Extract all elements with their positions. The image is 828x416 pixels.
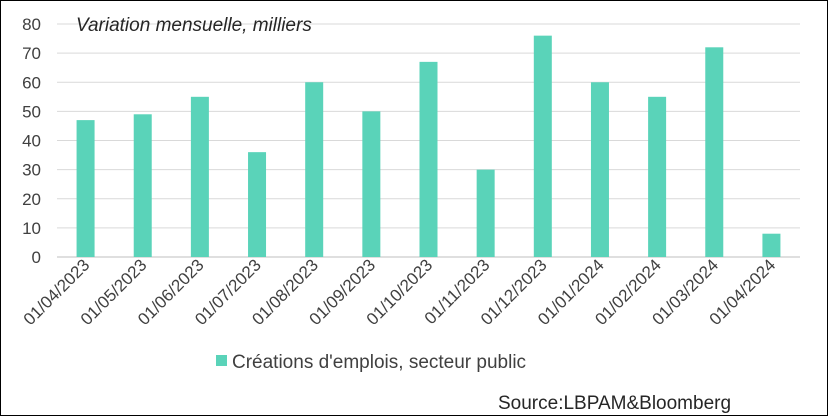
y-axis-ticks: 0 10 20 30 40 50 60 70 80	[22, 15, 41, 267]
legend-label: Créations d'emplois, secteur public	[232, 352, 526, 373]
bar	[305, 82, 324, 257]
y-tick-label: 0	[32, 248, 41, 267]
bar	[762, 233, 781, 257]
y-tick-label: 40	[22, 132, 41, 151]
y-tick-label: 80	[22, 15, 41, 34]
y-tick-label: 10	[22, 219, 41, 238]
y-tick-label: 70	[22, 44, 41, 63]
x-axis-ticks: 01/04/202301/05/202301/06/202301/07/2023…	[20, 255, 779, 329]
bar	[133, 114, 152, 257]
source-note: Source:LBPAM&Bloomberg	[498, 393, 731, 414]
bar	[190, 96, 209, 257]
chart-subtitle: Variation mensuelle, milliers	[76, 15, 312, 36]
legend: Créations d'emplois, secteur public	[216, 352, 526, 373]
bar	[476, 169, 495, 257]
gridlines	[57, 23, 800, 258]
bar	[76, 120, 95, 257]
bars	[76, 35, 781, 258]
bar	[533, 35, 552, 258]
y-tick-label: 20	[22, 190, 41, 209]
bar	[705, 47, 724, 257]
bar	[590, 82, 609, 257]
bar	[419, 61, 438, 257]
bar	[248, 152, 267, 257]
legend-swatch	[216, 355, 227, 366]
bar	[362, 111, 381, 257]
y-tick-label: 50	[22, 102, 41, 121]
bar	[648, 96, 667, 257]
y-tick-label: 60	[22, 73, 41, 92]
y-tick-label: 30	[22, 161, 41, 180]
